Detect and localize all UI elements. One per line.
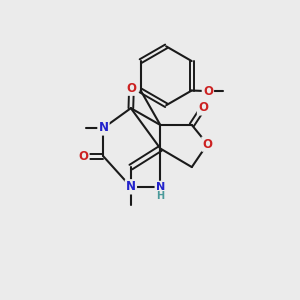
Text: O: O [198,101,208,114]
Text: O: O [203,85,213,98]
Text: O: O [79,150,88,163]
Text: O: O [202,138,212,151]
Text: N: N [126,180,136,193]
Text: N: N [98,122,109,134]
Text: O: O [127,82,136,95]
Text: H: H [156,191,164,201]
Text: N: N [156,182,165,192]
